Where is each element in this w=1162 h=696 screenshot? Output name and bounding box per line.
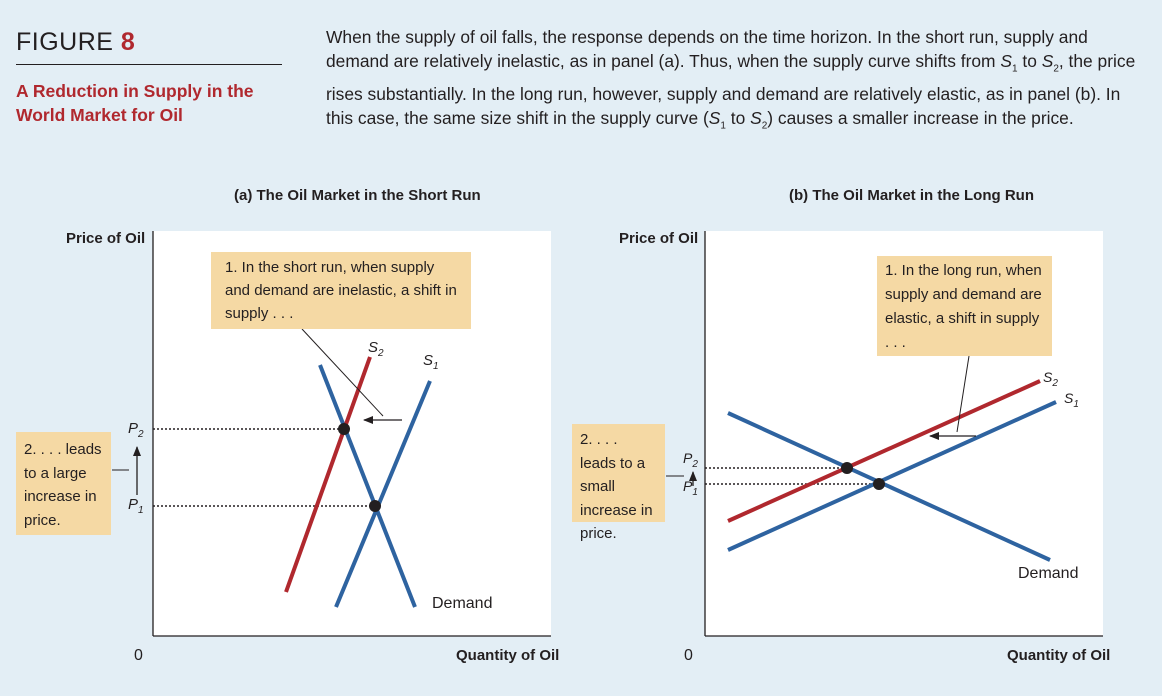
panel-a-equilibrium-2 [338, 423, 350, 435]
panel-b-p2-label: P2 [683, 450, 698, 470]
panel-a-s1-label: S1 [423, 352, 439, 372]
panel-a-demand-curve [318, 364, 417, 608]
panel-b-p2-subscript: 2 [692, 458, 698, 470]
panel-b-p1-letter: P [683, 478, 693, 494]
figure-divider [16, 64, 282, 65]
panel-b-demand-curve [727, 411, 1051, 562]
panel-b-origin: 0 [684, 647, 693, 664]
panel-b-callout-leader [956, 355, 970, 433]
panel-b-s1-label: S1 [1064, 390, 1079, 410]
figure-label-text: FIGURE [16, 28, 114, 56]
panel-a-title: (a) The Oil Market in the Short Run [234, 187, 481, 204]
panel-a-callout-leader [301, 328, 384, 417]
panel-b-p1-label: P1 [683, 478, 698, 498]
figure-caption: When the supply of oil falls, the respon… [326, 27, 1136, 132]
panel-b-equilibrium-1 [873, 478, 885, 490]
panel-b-y-axis-label: Price of Oil [619, 230, 699, 247]
panel-a-p1-letter: P [128, 496, 139, 513]
panel-a-p2-letter: P [128, 420, 139, 437]
panel-b-s2-subscript: 2 [1052, 377, 1058, 389]
panel-a-p2-label: P2 [128, 420, 144, 440]
panel-a-demand-label: Demand [432, 595, 493, 612]
figure-label: FIGURE 8 [16, 28, 135, 57]
panel-b-equilibrium-2 [841, 462, 853, 474]
panel-a-p1-label: P1 [128, 496, 144, 516]
panel-b-price-callout: 2. . . . leads to a small increase in pr… [572, 424, 665, 542]
panel-a-s2-subscript: 2 [378, 348, 384, 359]
panel-a-x-axis-label: Quantity of Oil [456, 647, 560, 664]
panel-a-s1-curve [334, 380, 432, 608]
panel-a-price-callout: 2. . . . leads to a large increase in pr… [16, 432, 111, 535]
figure-title: A Reduction in Supply in the World Marke… [16, 81, 254, 125]
panel-a-s1-subscript: 1 [433, 361, 439, 372]
panel-a-equilibrium-1 [369, 500, 381, 512]
panel-a-s1-letter: S [423, 352, 434, 369]
panel-a-s2-label: S2 [368, 339, 384, 359]
panel-b-s1-letter: S [1064, 390, 1074, 406]
panel-b-p2-letter: P [683, 450, 693, 466]
panel-b-x-axis-label: Quantity of Oil [1007, 647, 1111, 664]
panel-a-shift-callout: 1. In the short run, when supply and dem… [211, 252, 471, 329]
panel-a-origin: 0 [134, 647, 143, 664]
panel-b-s2-label: S2 [1043, 369, 1058, 389]
panel-b-shift-callout: 1. In the long run, when supply and dema… [877, 256, 1052, 356]
panel-a-s2-curve [284, 356, 372, 593]
panel-b-s1-curve [727, 400, 1057, 552]
panel-b-s2-curve [727, 379, 1041, 523]
panel-a-y-axis-label: Price of Oil [66, 230, 146, 247]
panel-a-p1-subscript: 1 [138, 505, 144, 516]
panel-b-s2-letter: S [1043, 369, 1053, 385]
figure-number: 8 [120, 28, 136, 56]
panel-b-s1-subscript: 1 [1073, 398, 1079, 410]
panel-b-p1-subscript: 1 [692, 486, 698, 498]
panel-a-s2-letter: S [368, 339, 379, 356]
panel-b-demand-label: Demand [1018, 565, 1079, 582]
panel-a-p2-subscript: 2 [138, 429, 144, 440]
panel-b-title: (b) The Oil Market in the Long Run [789, 187, 1034, 204]
